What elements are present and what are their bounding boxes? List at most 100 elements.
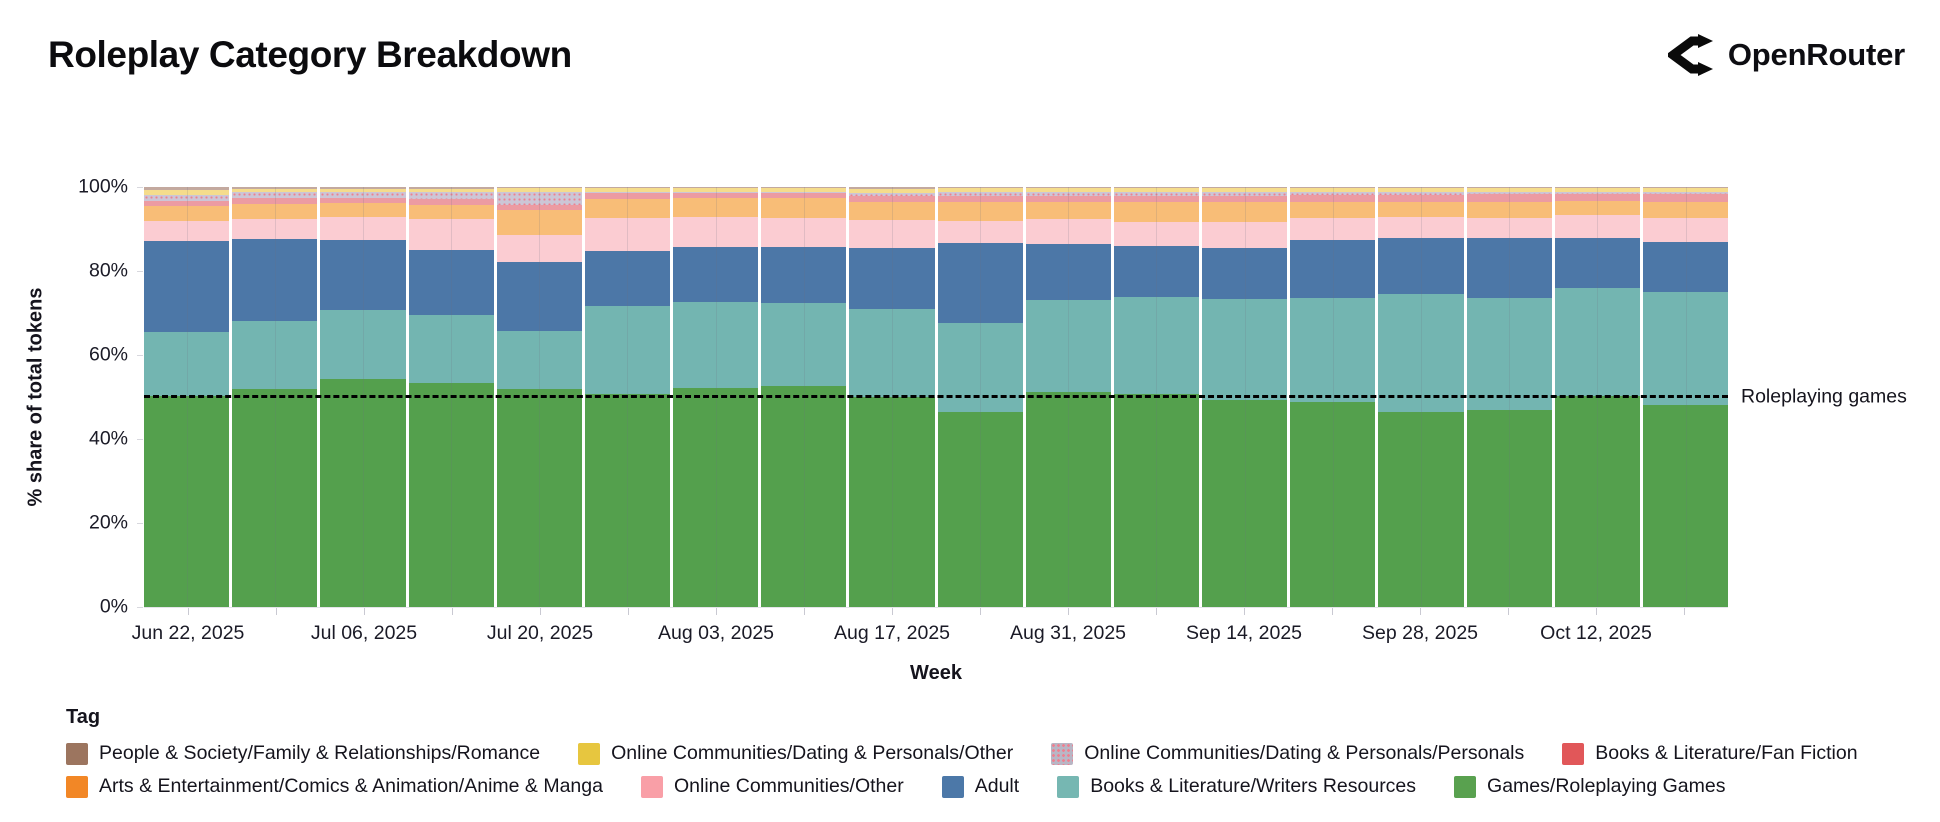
segment-people-society-family-relationships-romance[interactable] [1554,187,1640,189]
segment-online-communities-dating-personals-other[interactable] [320,188,406,193]
legend-item-online-communities-dating-personals-other[interactable]: Online Communities/Dating & Personals/Ot… [578,742,1013,765]
segment-books-literature-writers-resources[interactable] [1642,291,1729,405]
segment-online-communities-dating-personals-other[interactable] [1113,188,1200,193]
segment-people-society-family-relationships-romance[interactable] [1642,187,1729,189]
segment-adult[interactable] [408,249,494,315]
segment-arts-entertainment-comics-animation-anime-manga[interactable] [320,202,406,218]
bar-week-aug-24-2025[interactable] [937,187,1023,607]
segment-online-communities-dating-personals-other[interactable] [1290,188,1376,193]
bar-week-jul-20-2025[interactable] [496,187,582,607]
segment-books-literature-writers-resources[interactable] [849,309,935,398]
segment-games-roleplaying-games[interactable] [937,412,1023,607]
segment-arts-entertainment-comics-animation-anime-manga[interactable] [1113,202,1200,222]
segment-adult[interactable] [1290,240,1376,299]
segment-books-literature-fan-fiction[interactable] [408,199,494,205]
segment-online-communities-dating-personals-personals[interactable] [1642,191,1729,195]
segment-books-literature-fan-fiction[interactable] [232,197,318,205]
segment-games-roleplaying-games[interactable] [1642,404,1729,607]
segment-adult[interactable] [1642,241,1729,292]
segment-online-communities-other[interactable] [1202,222,1288,249]
segment-books-literature-writers-resources[interactable] [1113,296,1200,395]
segment-books-literature-writers-resources[interactable] [673,302,759,388]
segment-games-roleplaying-games[interactable] [1554,395,1640,607]
segment-games-roleplaying-games[interactable] [1290,401,1376,607]
segment-online-communities-other[interactable] [1466,217,1552,238]
segment-books-literature-writers-resources[interactable] [937,323,1023,413]
segment-books-literature-fan-fiction[interactable] [144,200,230,206]
segment-books-literature-fan-fiction[interactable] [496,204,582,210]
segment-online-communities-other[interactable] [849,220,935,248]
segment-books-literature-fan-fiction[interactable] [1202,195,1288,203]
segment-online-communities-other[interactable] [232,219,318,240]
segment-arts-entertainment-comics-animation-anime-manga[interactable] [1378,202,1464,217]
segment-people-society-family-relationships-romance[interactable] [849,187,935,189]
segment-people-society-family-relationships-romance[interactable] [320,187,406,189]
segment-online-communities-other[interactable] [673,216,759,247]
segment-online-communities-dating-personals-other[interactable] [937,188,1023,193]
segment-adult[interactable] [1202,248,1288,299]
bar-week-sep-28-2025[interactable] [1378,187,1464,607]
legend-item-books-literature-fan-fiction[interactable]: Books & Literature/Fan Fiction [1562,742,1858,765]
segment-adult[interactable] [496,262,582,331]
segment-arts-entertainment-comics-animation-anime-manga[interactable] [1290,202,1376,218]
segment-online-communities-dating-personals-other[interactable] [496,188,582,193]
segment-arts-entertainment-comics-animation-anime-manga[interactable] [496,209,582,236]
segment-people-society-family-relationships-romance[interactable] [1113,187,1200,189]
segment-adult[interactable] [1113,246,1200,297]
segment-games-roleplaying-games[interactable] [1378,411,1464,607]
segment-games-roleplaying-games[interactable] [320,379,406,607]
segment-arts-entertainment-comics-animation-anime-manga[interactable] [408,204,494,219]
segment-arts-entertainment-comics-animation-anime-manga[interactable] [937,202,1023,221]
segment-online-communities-dating-personals-personals[interactable] [320,192,406,198]
segment-people-society-family-relationships-romance[interactable] [1202,187,1288,189]
segment-games-roleplaying-games[interactable] [673,387,759,607]
segment-arts-entertainment-comics-animation-anime-manga[interactable] [1554,200,1640,216]
segment-books-literature-fan-fiction[interactable] [1554,194,1640,201]
legend-item-books-literature-writers-resources[interactable]: Books & Literature/Writers Resources [1057,775,1416,798]
segment-books-literature-writers-resources[interactable] [584,306,671,394]
legend-item-adult[interactable]: Adult [941,775,1019,798]
segment-adult[interactable] [320,239,406,311]
segment-online-communities-dating-personals-other[interactable] [1466,188,1552,192]
legend-item-online-communities-dating-personals-personals[interactable]: Online Communities/Dating & Personals/Pe… [1051,742,1524,765]
segment-people-society-family-relationships-romance[interactable] [408,187,494,190]
segment-games-roleplaying-games[interactable] [1025,392,1111,607]
segment-games-roleplaying-games[interactable] [584,393,671,607]
segment-online-communities-other[interactable] [144,220,230,242]
segment-online-communities-other[interactable] [408,218,494,250]
legend-item-games-roleplaying-games[interactable]: Games/Roleplaying Games [1454,775,1725,798]
segment-people-society-family-relationships-romance[interactable] [584,187,671,189]
segment-adult[interactable] [232,239,318,321]
segment-books-literature-writers-resources[interactable] [144,332,230,397]
segment-online-communities-other[interactable] [496,235,582,263]
bar-week-oct-05-2025[interactable] [1466,187,1552,607]
segment-online-communities-dating-personals-other[interactable] [849,188,935,193]
segment-online-communities-dating-personals-personals[interactable] [1290,192,1376,195]
segment-books-literature-writers-resources[interactable] [761,303,847,386]
bar-week-jun-22-2025[interactable] [144,187,230,607]
segment-books-literature-writers-resources[interactable] [408,314,494,384]
segment-people-society-family-relationships-romance[interactable] [496,187,582,189]
segment-online-communities-dating-personals-personals[interactable] [1466,191,1552,195]
segment-arts-entertainment-comics-animation-anime-manga[interactable] [673,197,759,217]
segment-books-literature-writers-resources[interactable] [1202,298,1288,400]
segment-adult[interactable] [1554,238,1640,289]
segment-online-communities-dating-personals-personals[interactable] [1202,192,1288,196]
segment-people-society-family-relationships-romance[interactable] [232,187,318,189]
segment-books-literature-writers-resources[interactable] [1378,294,1464,412]
bar-week-aug-17-2025[interactable] [849,187,935,607]
segment-online-communities-other[interactable] [937,220,1023,244]
segment-arts-entertainment-comics-animation-anime-manga[interactable] [584,199,671,218]
legend-item-online-communities-other[interactable]: Online Communities/Other [640,775,904,798]
segment-online-communities-dating-personals-personals[interactable] [232,191,318,198]
segment-adult[interactable] [1378,237,1464,295]
segment-adult[interactable] [1025,244,1111,301]
segment-online-communities-dating-personals-personals[interactable] [144,194,230,201]
segment-books-literature-fan-fiction[interactable] [849,196,935,202]
segment-arts-entertainment-comics-animation-anime-manga[interactable] [1642,201,1729,218]
segment-books-literature-fan-fiction[interactable] [1025,195,1111,202]
segment-games-roleplaying-games[interactable] [408,383,494,607]
segment-online-communities-dating-personals-personals[interactable] [1025,192,1111,196]
segment-online-communities-dating-personals-other[interactable] [1554,188,1640,192]
bar-week-jul-06-2025[interactable] [320,187,406,607]
